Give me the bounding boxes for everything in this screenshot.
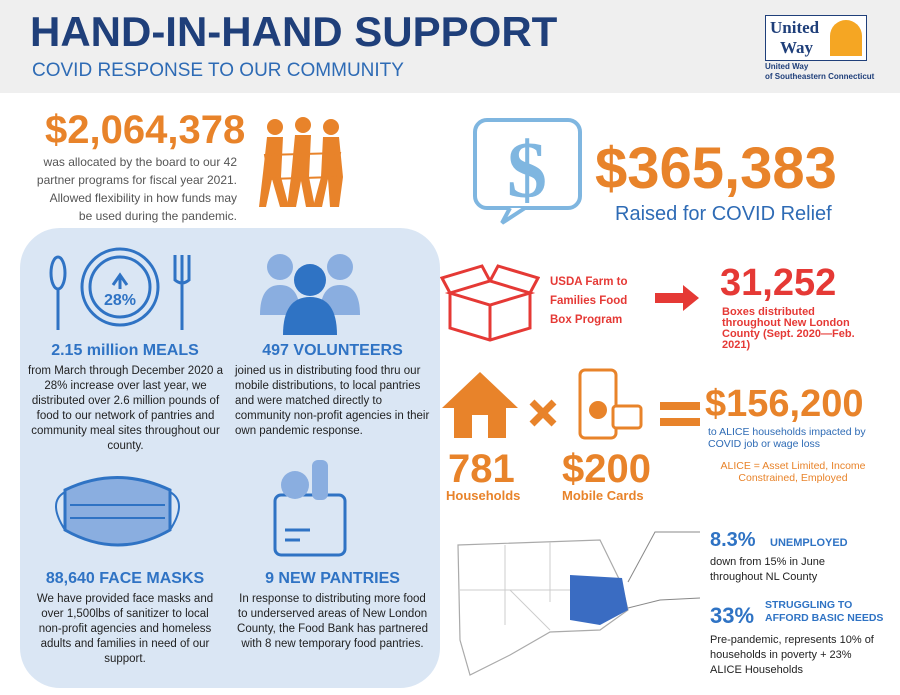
card-text: joined us in distributing food thru our … [235, 365, 430, 437]
cards-amount: $200 [562, 447, 651, 491]
struggling-label: STRUGGLING TO AFFORD BASIC NEEDS [765, 599, 884, 624]
raised-amount: $365,383 [595, 136, 837, 201]
grocery-icon [273, 460, 347, 557]
cards-label: Mobile Cards [562, 488, 644, 503]
households-label: Households [446, 488, 521, 503]
alice-total-text: to ALICE households impacted by COVID jo… [708, 426, 866, 450]
arrow-icon [655, 285, 699, 311]
usda-text: Boxes distributed throughout New London … [722, 306, 855, 351]
struggling-value: 33% [710, 603, 755, 628]
usda-count: 31,252 [720, 262, 837, 304]
times-icon [529, 399, 557, 427]
house-icon [442, 372, 518, 438]
unemployed-value: 8.3% [710, 529, 756, 551]
card-title: 88,640 FACE MASKS [45, 570, 205, 587]
alice-total: $156,200 [705, 383, 864, 425]
map-icon [457, 531, 700, 676]
equals-icon [660, 402, 700, 426]
card-title: 497 VOLUNTEERS [262, 342, 403, 359]
hands-icon [259, 117, 343, 207]
meal-icon: 28% [49, 247, 191, 330]
subtitle: COVID RESPONSE TO OUR COMMUNITY [32, 60, 404, 81]
struggling-text: Pre-pandemic, represents 10% of househol… [710, 634, 874, 676]
logo: United Way [765, 15, 867, 61]
meal-badge: 28% [104, 292, 136, 309]
card-title: 2.15 million MEALS [51, 342, 199, 359]
unemployed-label: UNEMPLOYED [770, 537, 848, 549]
volunteers-icon [260, 254, 360, 335]
card-title: 9 NEW PANTRIES [265, 570, 400, 587]
card-text: In response to distributing more food to… [237, 593, 428, 650]
logo-text: Way [780, 38, 814, 57]
logo-mark [830, 20, 862, 56]
title: HAND-IN-HAND SUPPORT [30, 8, 558, 55]
card-text: from March through December 2020 a 28% i… [28, 365, 223, 452]
card-text: We have provided face masks and over 1,5… [36, 593, 214, 665]
phone-icon [578, 368, 643, 440]
impact-panel [20, 228, 440, 688]
dollar-bubble-icon: $ [473, 118, 582, 225]
allocation-amount: $2,064,378 [45, 108, 246, 152]
raised-text: Raised for COVID Relief [615, 203, 832, 225]
svg-text:$: $ [507, 127, 547, 215]
mask-icon [55, 476, 180, 547]
logo-caption: of Southeastern Connecticut [765, 72, 875, 81]
households-count: 781 [448, 447, 515, 491]
header-band [0, 0, 900, 93]
box-icon [440, 264, 540, 342]
logo-text: United [770, 18, 820, 37]
unemployed-text: down from 15% in June throughout NL Coun… [710, 556, 825, 583]
logo-caption: United Way [765, 62, 809, 71]
alice-note: ALICE = Asset Limited, Income Constraine… [720, 460, 866, 484]
usda-label: USDA Farm to Families Food Box Program [550, 276, 628, 326]
allocation-text: was allocated by the board to our 42 par… [36, 155, 237, 223]
